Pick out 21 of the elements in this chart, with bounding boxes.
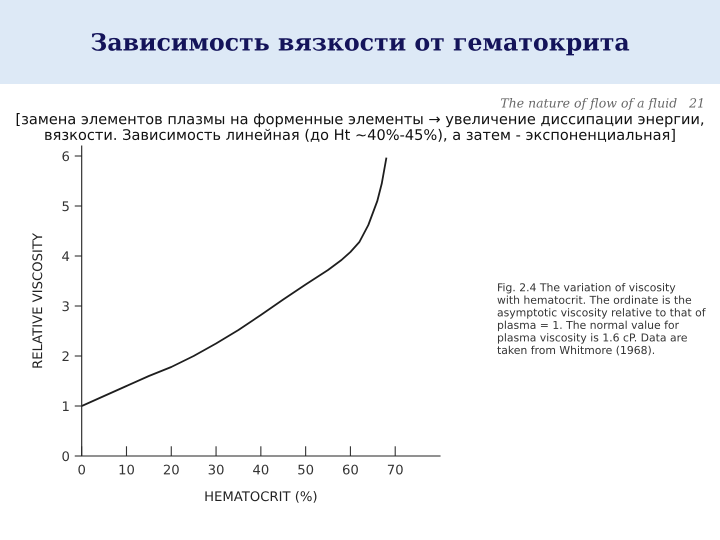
x-tick-label: 0: [78, 464, 86, 475]
y-tick-label: 1: [62, 401, 69, 412]
y-tick-label: 2: [62, 351, 69, 362]
x-tick-label: 30: [208, 464, 224, 475]
chart-title: Зависимость вязкости от гематокрита: [91, 32, 630, 56]
y-tick-label: 0: [62, 451, 70, 462]
y-axis-title: RELATIVE VISCOSITY: [32, 233, 42, 368]
y-tick-label: 3: [62, 301, 69, 312]
x-tick-label: 70: [388, 464, 403, 475]
chart-subtitle: [замена элементов плазмы на форменные элементы → увеличение диссипации энергии, вязкости. Зависимость линейная (до Ht ~40%-45%), а затем - экспоненциальная]: [16, 113, 704, 142]
x-tick-label: 50: [298, 464, 314, 475]
text: The nature of flow of a fluid 21: [500, 98, 703, 110]
y-tick-label: 4: [62, 251, 70, 262]
x-tick-label: 60: [342, 464, 358, 475]
x-tick-label: 10: [120, 464, 134, 475]
y-tick-label: 6: [62, 151, 70, 162]
x-tick-label: 40: [253, 464, 268, 475]
caption: Fig. 2.4 The variation of viscosity with hematocrit. The ordinate is the asymptotic viscosity relative to that of plasma = 1. The normal value for plasma viscosity is 1.6 cP. Data are taken from Whitmore (1968).: [497, 283, 706, 356]
x-axis-title: HEMATOCRIT (%): [205, 491, 316, 503]
x-tick-label: 20: [164, 464, 179, 475]
y-tick-label: 5: [62, 201, 69, 212]
